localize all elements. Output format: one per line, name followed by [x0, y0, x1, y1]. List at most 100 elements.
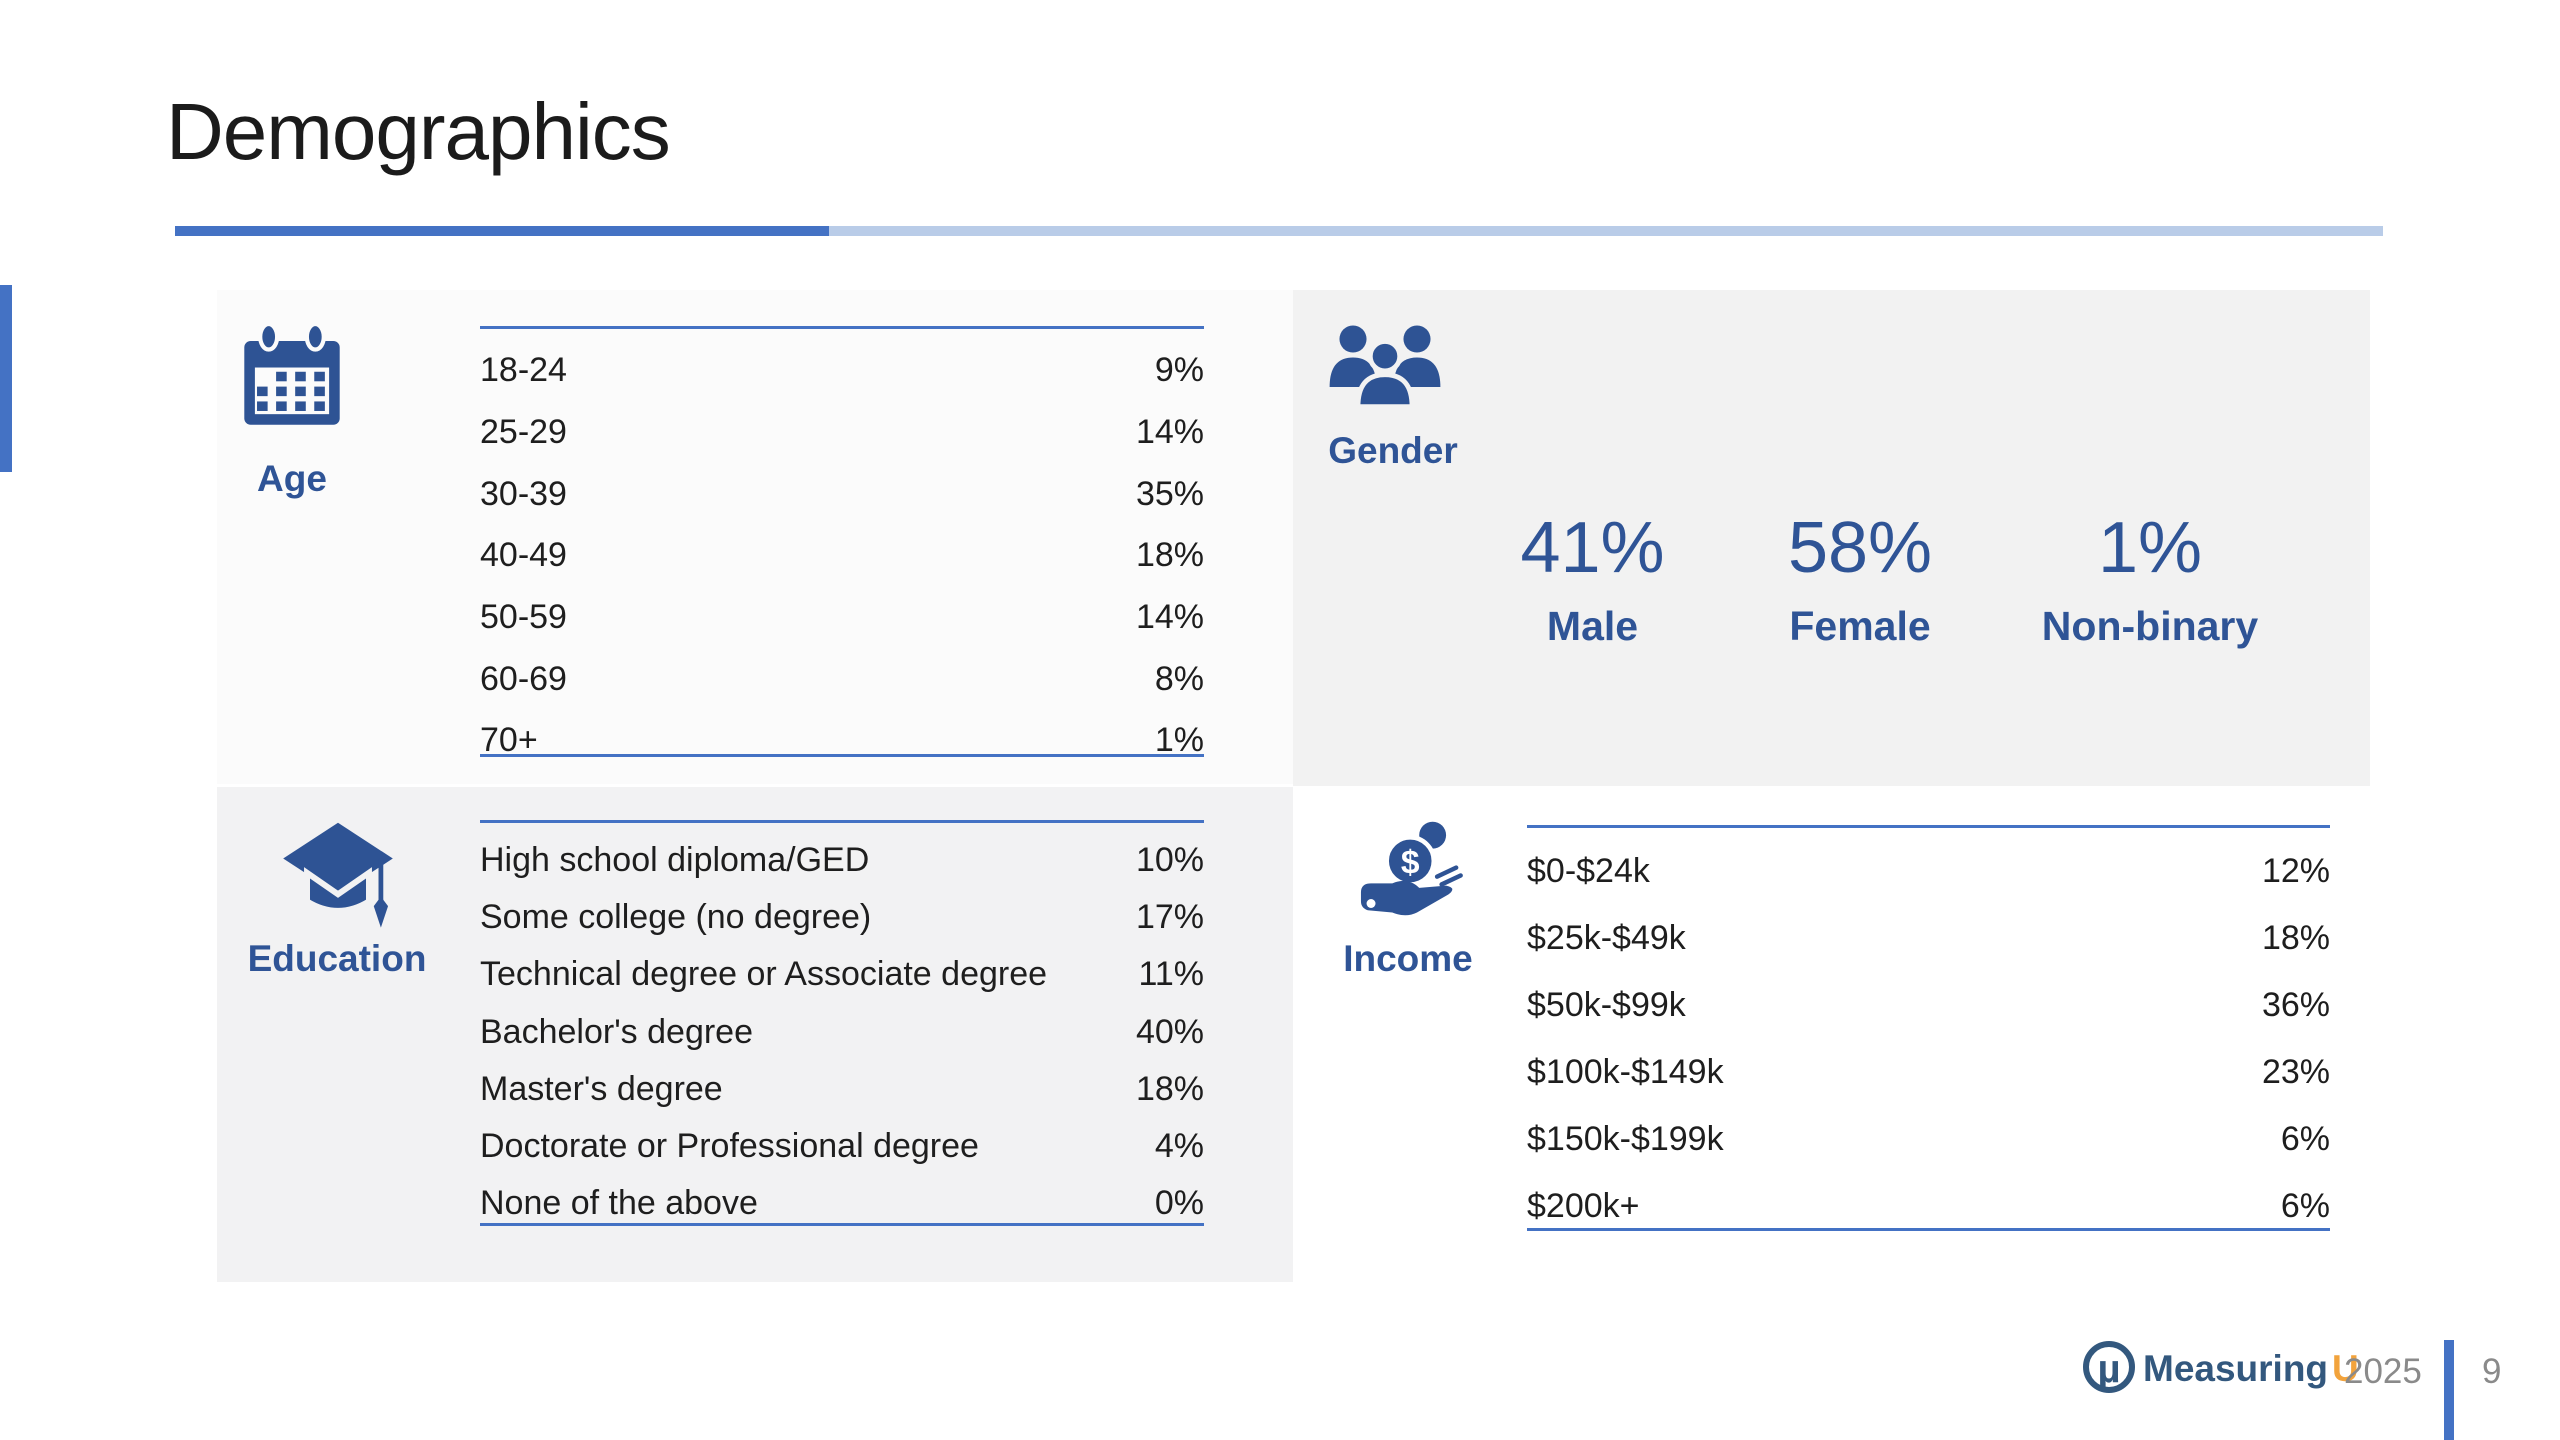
education-percent: 10%	[1135, 841, 1204, 880]
table-row: 18-24 9%	[480, 340, 1204, 402]
measuringu-logo-icon: µ	[2083, 1341, 2135, 1393]
education-level: High school diploma/GED	[480, 841, 870, 880]
title-underline-light-segment	[828, 226, 2383, 236]
gender-stat-nonbinary: 1% Non-binary	[2000, 512, 2300, 647]
education-section-label: Education	[247, 938, 427, 979]
page-number: 9	[2482, 1352, 2502, 1391]
age-range: 70+	[480, 721, 538, 760]
table-row: 40-49 18%	[480, 525, 1204, 587]
age-percent: 18%	[1135, 536, 1204, 575]
age-range: 60-69	[480, 659, 567, 698]
female-label: Female	[1789, 603, 1931, 649]
table-row: High school diploma/GED 10%	[480, 832, 1204, 889]
svg-text:$: $	[1401, 844, 1420, 881]
income-range: $150k-$199k	[1527, 1120, 1724, 1158]
age-range: 40-49	[480, 536, 567, 575]
age-percent: 1%	[1154, 721, 1204, 760]
income-table-bottom-rule	[1527, 1228, 2330, 1231]
education-level: Some college (no degree)	[480, 898, 872, 937]
age-table: 18-24 9% 25-29 14% 30-39 35% 40-49 18% 5…	[480, 340, 1204, 772]
education-percent: 17%	[1135, 898, 1204, 937]
income-range: $200k+	[1527, 1187, 1640, 1225]
income-range: $100k-$149k	[1527, 1053, 1724, 1091]
table-row: 50-59 14%	[480, 587, 1204, 649]
age-percent: 14%	[1135, 413, 1204, 452]
gender-stat-male: 41% Male	[1460, 512, 1725, 647]
male-label: Male	[1546, 603, 1639, 649]
education-percent: 18%	[1135, 1069, 1204, 1108]
calendar-icon	[238, 321, 346, 429]
graduation-cap-icon	[278, 818, 398, 930]
left-accent-bar	[0, 285, 12, 472]
brand-u: U	[2332, 1348, 2359, 1389]
table-row: None of the above 0%	[480, 1175, 1204, 1232]
education-table-bottom-rule	[480, 1223, 1204, 1226]
income-percent: 36%	[2261, 986, 2330, 1024]
education-percent: 40%	[1135, 1012, 1204, 1051]
age-panel	[217, 290, 1293, 784]
table-row: Technical degree or Associate degree 11%	[480, 946, 1204, 1003]
gender-section-label: Gender	[1328, 430, 1458, 471]
income-percent: 6%	[2280, 1120, 2330, 1158]
income-range: $0-$24k	[1527, 852, 1650, 890]
brand-measuring: Measuring	[2143, 1348, 2329, 1389]
title-underline-dark-segment	[175, 226, 829, 236]
female-percent: 58%	[1787, 508, 1933, 588]
income-percent: 18%	[2261, 919, 2330, 957]
table-row: Bachelor's degree 40%	[480, 1004, 1204, 1061]
title-underline	[175, 226, 2383, 236]
money-hand-icon: $	[1352, 818, 1464, 933]
brand-wordmark: Measuring U	[2143, 1348, 2359, 1390]
income-percent: 23%	[2261, 1053, 2330, 1091]
page-title: Demographics	[166, 87, 671, 176]
table-row: 60-69 8%	[480, 648, 1204, 710]
age-table-top-rule	[480, 326, 1204, 329]
table-row: 70+ 1%	[480, 710, 1204, 772]
nonbinary-percent: 1%	[2097, 508, 2203, 588]
education-level: Doctorate or Professional degree	[480, 1127, 979, 1166]
age-range: 18-24	[480, 351, 567, 390]
education-table-top-rule	[480, 820, 1204, 823]
age-range: 50-59	[480, 598, 567, 637]
income-range: $25k-$49k	[1527, 919, 1686, 957]
mu-glyph: µ	[2097, 1347, 2121, 1391]
people-group-icon	[1323, 323, 1447, 419]
table-row: Some college (no degree) 17%	[480, 889, 1204, 946]
education-panel	[217, 787, 1293, 1282]
income-panel	[1293, 787, 2370, 1282]
table-row: $200k+ 6%	[1527, 1173, 2330, 1240]
education-percent: 4%	[1154, 1127, 1204, 1166]
age-section-label: Age	[257, 458, 327, 499]
table-row: $50k-$99k 36%	[1527, 972, 2330, 1039]
age-range: 25-29	[480, 413, 567, 452]
table-row: Master's degree 18%	[480, 1061, 1204, 1118]
male-percent: 41%	[1520, 508, 1665, 588]
education-level: Bachelor's degree	[480, 1012, 753, 1051]
income-table-top-rule	[1527, 825, 2330, 828]
education-level: None of the above	[480, 1184, 758, 1223]
education-percent: 11%	[1138, 955, 1204, 994]
age-percent: 8%	[1154, 659, 1204, 698]
income-percent: 12%	[2261, 852, 2330, 890]
table-row: $25k-$49k 18%	[1527, 905, 2330, 972]
table-row: $0-$24k 12%	[1527, 838, 2330, 905]
table-row: $100k-$149k 23%	[1527, 1039, 2330, 1106]
footer-divider-bar	[2444, 1340, 2454, 1440]
table-row: 25-29 14%	[480, 402, 1204, 464]
income-section-label: Income	[1343, 938, 1473, 979]
age-range: 30-39	[480, 474, 567, 513]
table-row: 30-39 35%	[480, 463, 1204, 525]
income-percent: 6%	[2280, 1187, 2330, 1225]
table-row: $150k-$199k 6%	[1527, 1106, 2330, 1173]
age-percent: 14%	[1135, 598, 1204, 637]
education-level: Master's degree	[480, 1069, 723, 1108]
education-percent: 0%	[1154, 1184, 1204, 1223]
table-row: Doctorate or Professional degree 4%	[480, 1118, 1204, 1175]
income-table: $0-$24k 12% $25k-$49k 18% $50k-$99k 36% …	[1527, 838, 2330, 1240]
age-percent: 35%	[1135, 474, 1204, 513]
age-percent: 9%	[1154, 351, 1204, 390]
income-range: $50k-$99k	[1527, 986, 1686, 1024]
gender-panel	[1293, 290, 2370, 786]
age-table-bottom-rule	[480, 754, 1204, 757]
footer-year: 2025	[2344, 1352, 2422, 1391]
